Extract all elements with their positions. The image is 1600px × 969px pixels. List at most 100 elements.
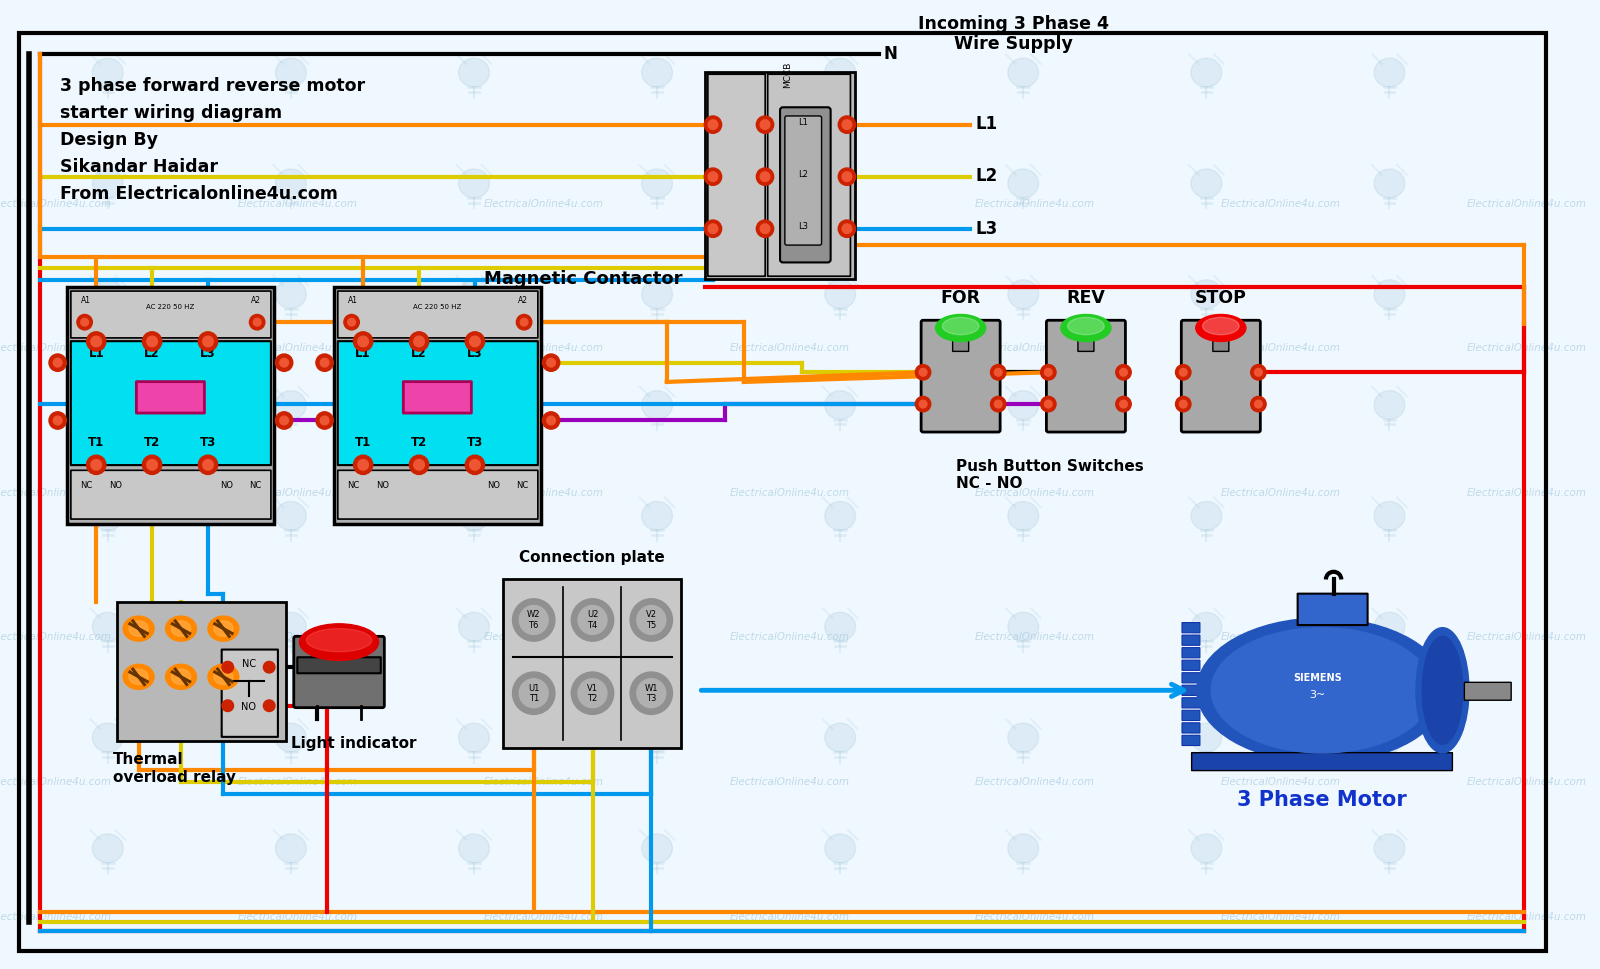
Circle shape [760, 224, 770, 234]
Circle shape [512, 672, 555, 714]
Ellipse shape [1374, 169, 1405, 198]
Circle shape [704, 116, 722, 134]
Text: T2: T2 [411, 435, 427, 449]
Circle shape [542, 412, 560, 429]
Circle shape [520, 606, 549, 635]
Circle shape [842, 172, 851, 181]
FancyBboxPatch shape [1182, 685, 1200, 696]
Text: ElectricalOnline4u.com: ElectricalOnline4u.com [0, 777, 112, 787]
Text: Light indicator: Light indicator [291, 736, 416, 751]
Text: ElectricalOnline4u.com: ElectricalOnline4u.com [0, 199, 112, 208]
FancyBboxPatch shape [1298, 594, 1368, 625]
Circle shape [760, 120, 770, 130]
Ellipse shape [824, 169, 856, 198]
Ellipse shape [642, 58, 672, 87]
Circle shape [1179, 368, 1187, 376]
Text: ElectricalOnline4u.com: ElectricalOnline4u.com [730, 199, 850, 208]
Ellipse shape [208, 616, 238, 641]
Text: ElectricalOnline4u.com: ElectricalOnline4u.com [1467, 487, 1587, 498]
Circle shape [709, 224, 718, 234]
Text: U2
T4: U2 T4 [587, 610, 598, 630]
FancyBboxPatch shape [952, 324, 968, 352]
Circle shape [547, 359, 555, 367]
FancyBboxPatch shape [1182, 660, 1200, 671]
Text: ElectricalOnline4u.com: ElectricalOnline4u.com [1221, 777, 1341, 787]
Circle shape [760, 172, 770, 181]
Circle shape [571, 599, 614, 641]
Text: ElectricalOnline4u.com: ElectricalOnline4u.com [0, 487, 112, 498]
Text: T3: T3 [200, 435, 216, 449]
Circle shape [517, 315, 531, 329]
Text: L2: L2 [144, 347, 160, 359]
Ellipse shape [1374, 834, 1405, 862]
Text: AC 220 50 HZ: AC 220 50 HZ [413, 303, 461, 310]
Circle shape [142, 455, 162, 475]
FancyBboxPatch shape [222, 649, 278, 736]
Ellipse shape [459, 58, 490, 87]
Ellipse shape [824, 58, 856, 87]
Circle shape [203, 459, 213, 470]
Text: SIEMENS: SIEMENS [1293, 672, 1341, 683]
FancyBboxPatch shape [338, 341, 538, 465]
Ellipse shape [275, 58, 306, 87]
FancyBboxPatch shape [706, 72, 854, 279]
Circle shape [630, 599, 672, 641]
Text: A1: A1 [347, 296, 358, 305]
Circle shape [410, 331, 429, 351]
Ellipse shape [275, 834, 306, 862]
Ellipse shape [1190, 834, 1222, 862]
Text: W1
T3: W1 T3 [645, 683, 658, 703]
Text: L1: L1 [798, 117, 808, 127]
Circle shape [222, 662, 234, 672]
Ellipse shape [1008, 391, 1038, 420]
Ellipse shape [459, 501, 490, 530]
FancyBboxPatch shape [1182, 698, 1200, 708]
Circle shape [1254, 368, 1262, 376]
Text: NO: NO [219, 481, 234, 490]
FancyBboxPatch shape [334, 288, 541, 523]
Text: V1
T2: V1 T2 [587, 683, 598, 703]
Text: ElectricalOnline4u.com: ElectricalOnline4u.com [1467, 343, 1587, 353]
Circle shape [1254, 400, 1262, 408]
Circle shape [704, 220, 722, 237]
Ellipse shape [459, 169, 490, 198]
Ellipse shape [1374, 58, 1405, 87]
Text: ElectricalOnline4u.com: ElectricalOnline4u.com [483, 777, 603, 787]
Text: NC: NC [517, 481, 528, 490]
Circle shape [198, 331, 218, 351]
Ellipse shape [459, 723, 490, 752]
Text: starter wiring diagram: starter wiring diagram [59, 104, 282, 122]
Ellipse shape [1067, 318, 1104, 334]
Circle shape [709, 172, 718, 181]
Circle shape [275, 412, 293, 429]
Ellipse shape [824, 391, 856, 420]
Circle shape [838, 116, 856, 134]
Text: L1: L1 [88, 347, 104, 359]
Text: ElectricalOnline4u.com: ElectricalOnline4u.com [730, 343, 850, 353]
FancyBboxPatch shape [1182, 710, 1200, 721]
Text: NC: NC [347, 481, 360, 490]
Ellipse shape [123, 665, 154, 689]
Circle shape [1176, 396, 1190, 412]
Ellipse shape [1008, 169, 1038, 198]
Circle shape [315, 412, 333, 429]
Circle shape [50, 354, 66, 371]
Circle shape [571, 672, 614, 714]
Text: NO: NO [486, 481, 499, 490]
FancyBboxPatch shape [67, 288, 275, 523]
Text: A1: A1 [80, 296, 91, 305]
Circle shape [203, 336, 213, 347]
Text: NO: NO [242, 702, 256, 711]
Text: MCCB: MCCB [782, 62, 792, 88]
Text: ElectricalOnline4u.com: ElectricalOnline4u.com [1221, 632, 1341, 642]
FancyBboxPatch shape [1078, 324, 1094, 352]
Ellipse shape [1195, 315, 1246, 341]
Ellipse shape [642, 723, 672, 752]
Ellipse shape [642, 501, 672, 530]
FancyBboxPatch shape [502, 579, 682, 748]
Text: T2: T2 [144, 435, 160, 449]
Circle shape [53, 359, 62, 367]
Text: Magnetic Contactor: Magnetic Contactor [483, 269, 682, 288]
Text: V2
T5: V2 T5 [646, 610, 656, 630]
Circle shape [637, 606, 666, 635]
